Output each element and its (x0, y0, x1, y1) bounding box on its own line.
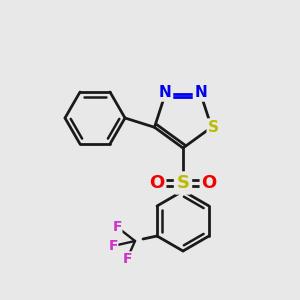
Text: F: F (122, 252, 132, 266)
Text: N: N (159, 85, 172, 100)
Text: S: S (176, 174, 190, 192)
Text: O: O (201, 174, 217, 192)
Text: F: F (108, 239, 118, 253)
Text: N: N (194, 85, 207, 100)
Text: S: S (208, 120, 219, 135)
Text: F: F (112, 220, 122, 234)
Text: O: O (149, 174, 165, 192)
